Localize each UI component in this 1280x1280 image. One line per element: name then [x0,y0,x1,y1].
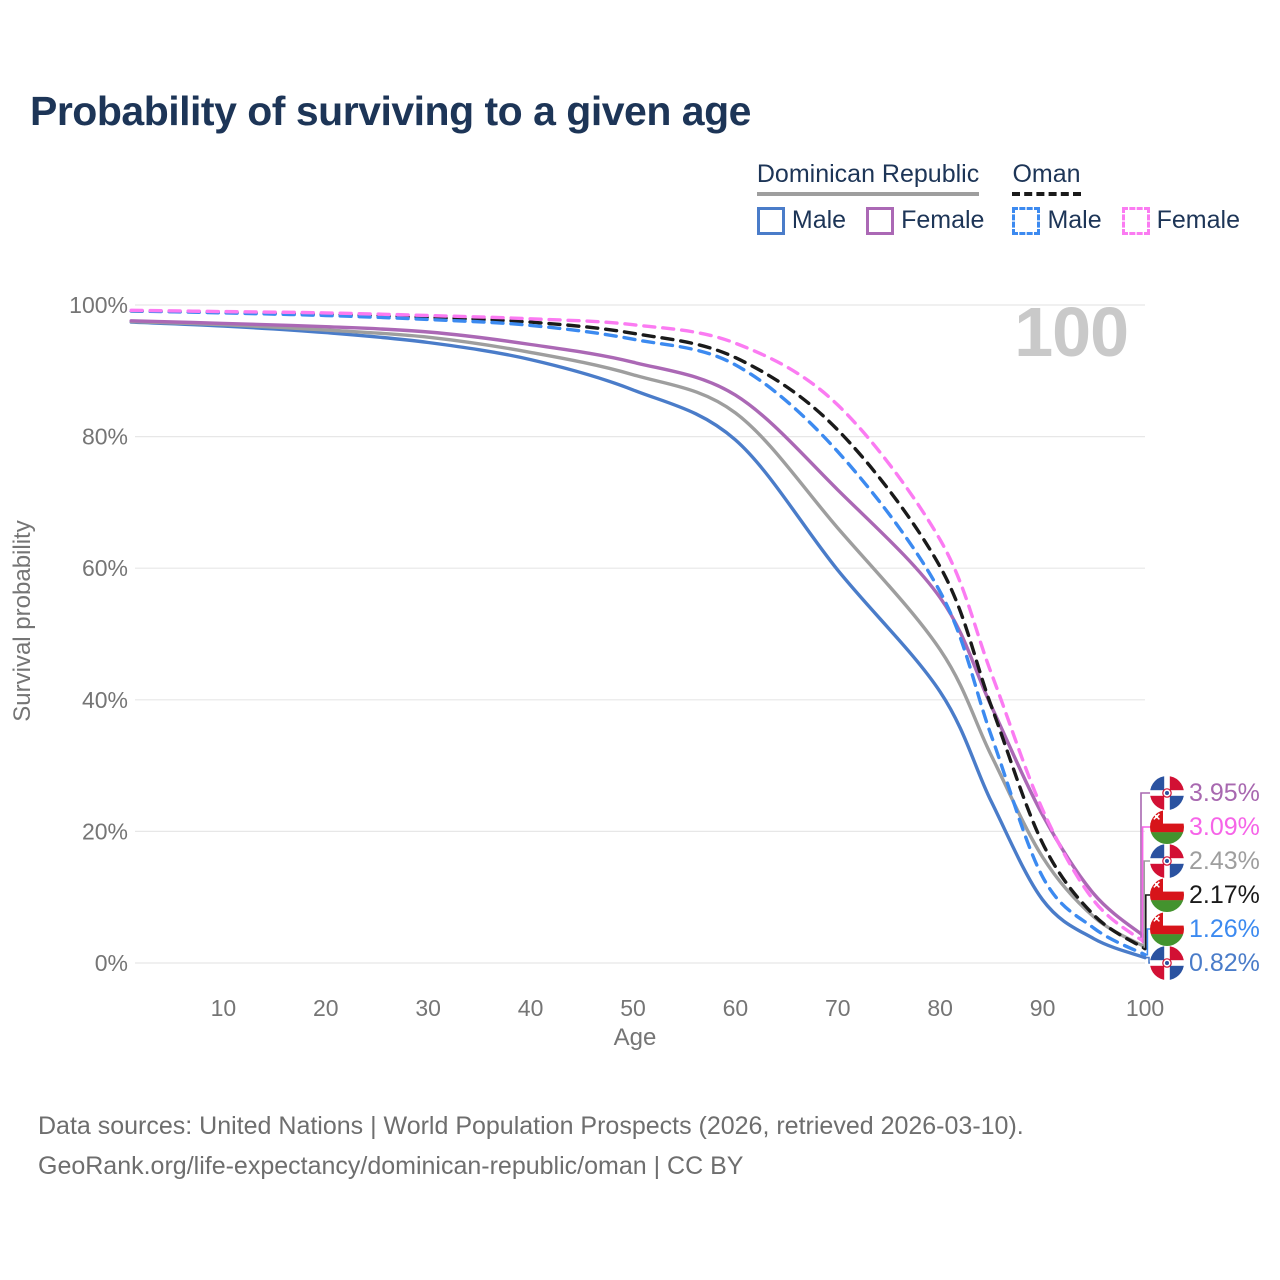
legend-item-dominican-republic-male[interactable]: Male [756,206,847,235]
series-line-dr-both[interactable] [129,319,1147,949]
end-label-value: 0.82% [1189,948,1260,977]
legend-group-title: Oman [1012,160,1081,196]
series-line-dr-male[interactable] [129,320,1147,960]
y-tick-label: 60% [82,555,128,581]
footer: Data sources: United Nations | World Pop… [38,1106,1024,1186]
x-tick-label: 60 [723,995,749,1021]
series-line-oman-female[interactable] [129,308,1147,945]
y-tick-label: 100% [69,292,128,318]
dominican-republic-flag-icon [1150,946,1184,980]
end-label-oman-male[interactable]: 1.26% [1150,912,1260,946]
legend-item-label: Female [1156,206,1240,234]
legend-item-label: Male [1047,206,1102,234]
x-tick-label: 30 [415,995,441,1021]
legend-item-label: Male [791,206,847,234]
x-tick-label: 80 [927,995,953,1021]
end-label-value: 2.43% [1189,846,1260,875]
legend-item-label: Female [901,206,985,234]
end-label-value: 2.17% [1189,880,1260,909]
x-tick-label: 40 [518,995,544,1021]
x-tick-label: 90 [1030,995,1056,1021]
x-axis-label: Age [613,1024,657,1051]
end-label-connector-dr-both [1143,860,1151,948]
legend-group-title: Dominican Republic [756,160,980,196]
legend-swatch-icon [1012,206,1041,235]
end-label-value: 3.09% [1189,812,1260,841]
x-tick-label: 50 [620,995,646,1021]
x-tick-label: 70 [825,995,851,1021]
y-tick-label: 20% [82,818,128,844]
age-watermark: 100 [1014,293,1129,371]
x-tick-label: 10 [211,995,237,1021]
x-tick-label: 100 [1126,995,1164,1021]
legend-swatch-icon [866,206,895,235]
oman-flag-icon [1150,810,1184,844]
legend-group-oman: Oman Male Female [1012,160,1240,235]
legend-swatch-icon [1121,206,1150,235]
page-title: Probability of surviving to a given age [30,88,751,134]
end-label-dr-male[interactable]: 0.82% [1150,946,1260,980]
end-label-connector-oman-male [1145,928,1151,956]
y-tick-label: 80% [82,424,128,450]
y-tick-label: 40% [82,687,128,713]
footer-attribution: GeoRank.org/life-expectancy/dominican-re… [38,1152,744,1180]
y-tick-label: 0% [95,950,128,976]
end-label-dr-both[interactable]: 2.43% [1150,844,1260,878]
oman-flag-icon [1150,912,1184,946]
dominican-republic-flag-icon [1150,776,1184,810]
end-label-oman-female[interactable]: 3.09% [1150,810,1260,844]
series-line-dr-female[interactable] [129,319,1147,939]
end-label-oman-both[interactable]: 2.17% [1150,878,1260,912]
end-label-dr-female[interactable]: 3.95% [1150,776,1260,810]
oman-flag-icon [1150,878,1184,912]
x-tick-label: 20 [313,995,339,1021]
legend-swatch-icon [756,206,785,235]
legend-item-oman-female[interactable]: Female [1121,206,1240,235]
series-line-oman-both[interactable] [129,309,1147,951]
legend-item-dominican-republic-female[interactable]: Female [866,206,984,235]
end-label-connector-oman-both [1145,894,1151,950]
legend-item-oman-male[interactable]: Male [1012,206,1102,235]
footer-sources: Data sources: United Nations | World Pop… [38,1112,1024,1140]
legend: Dominican Republic Male Female Oman Male Fema… [756,160,1240,235]
series-line-oman-male[interactable] [129,309,1147,957]
end-label-value: 3.95% [1189,778,1260,807]
dominican-republic-flag-icon [1150,844,1184,878]
end-label-value: 1.26% [1189,914,1260,943]
legend-group-dominican-republic: Dominican Republic Male Female [756,160,984,235]
